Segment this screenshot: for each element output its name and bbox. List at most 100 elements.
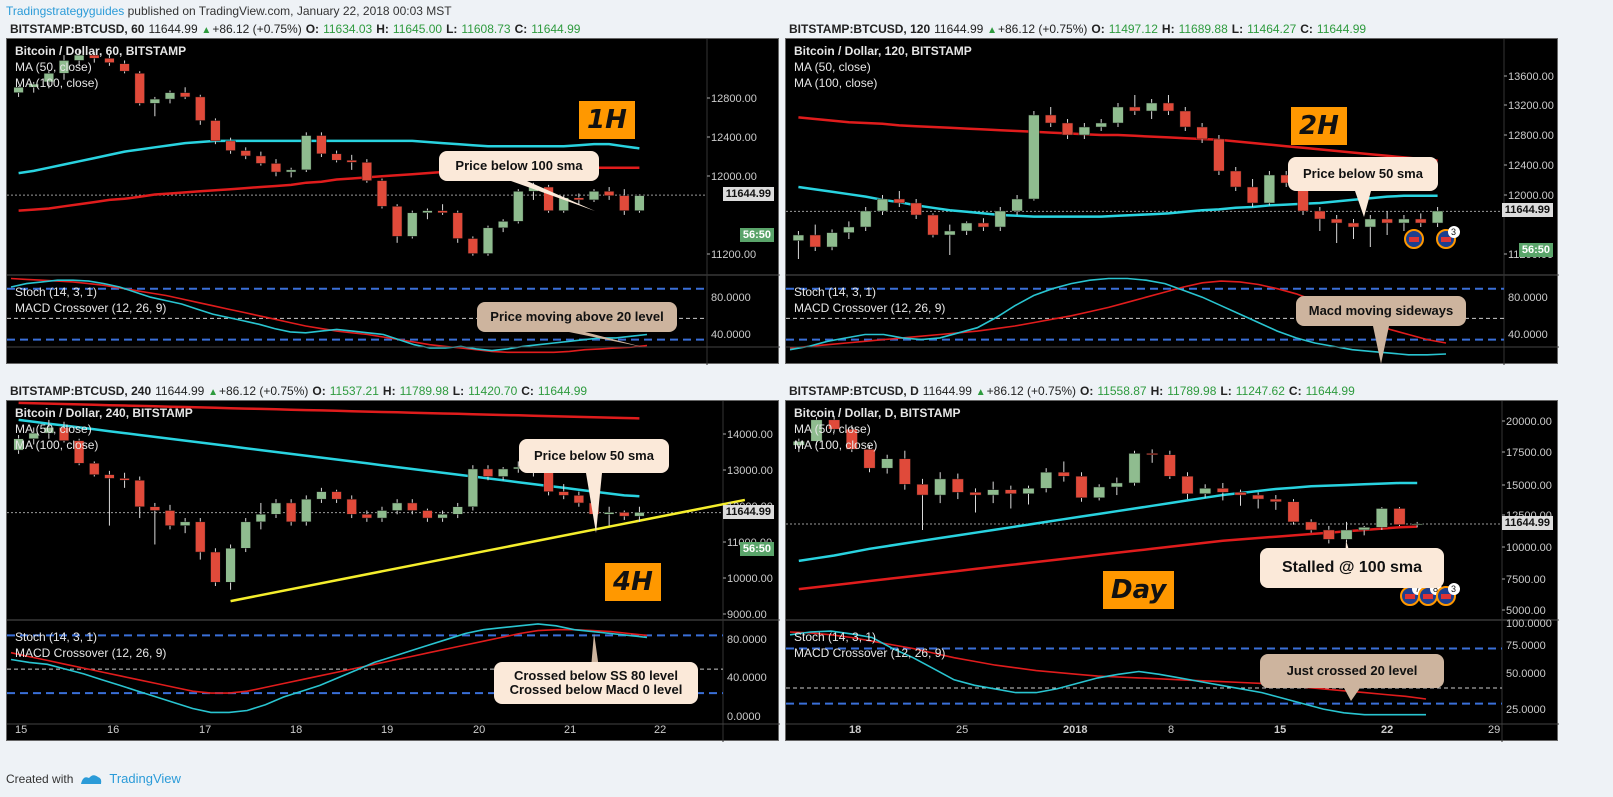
candle <box>13 434 24 454</box>
chart-legend: Bitcoin / Dollar, D, BITSTAMP MA (50, clo… <box>794 405 960 453</box>
candle <box>960 221 973 235</box>
oscillator-legend: Stoch (14, 3, 1) MACD Crossover (12, 26, … <box>794 284 945 316</box>
price-tick-label: 12000.00 <box>1508 190 1554 202</box>
price-tick-label: 15000.00 <box>1506 480 1552 492</box>
price-tick-label: 17500.00 <box>1506 447 1552 459</box>
chart-canvas[interactable]: 13600.00 13200.00 12800.00 12400.00 12000.00… <box>786 39 1559 365</box>
chart-canvas[interactable]: 12800.00 12400.00 12000.00 11200.00 80.0000 4… <box>7 39 780 365</box>
candle <box>876 195 889 215</box>
ma100-legend: MA (100, close) <box>794 76 878 90</box>
high-value: 11689.88 <box>1178 22 1228 36</box>
macd-legend: MACD Crossover (12, 26, 9) <box>794 646 946 660</box>
change-up-icon: ▲ <box>198 25 212 36</box>
candle <box>240 147 251 160</box>
event-flag-icon[interactable]: 3 <box>1436 583 1460 606</box>
candle <box>1314 207 1326 231</box>
candle <box>1246 179 1259 207</box>
chart-legend: Bitcoin / Dollar, 60, BITSTAMP MA (50, cl… <box>15 43 186 91</box>
chart-area[interactable]: 20000.0017500.0015000.0012500.0010000.00… <box>785 400 1559 742</box>
candle <box>1196 123 1208 143</box>
high-value: 11789.98 <box>1167 384 1217 398</box>
candle <box>361 159 372 183</box>
callout-pointer <box>1355 191 1371 217</box>
ma100-legend: MA (100, close) <box>15 76 99 90</box>
candle <box>134 476 145 519</box>
candle <box>89 461 100 477</box>
candle <box>452 210 463 243</box>
candle <box>1146 449 1159 463</box>
chart-panel-4h: BITSTAMP:BTCUSD, 240 11644.99 ▲+86.12 (+0… <box>6 382 780 742</box>
callout-line: Crossed below SS 80 level <box>513 668 679 683</box>
candle <box>513 189 524 224</box>
chart-legend: Bitcoin / Dollar, 120, BITSTAMP MA (50, c… <box>794 43 972 91</box>
candle <box>1358 525 1371 536</box>
event-flag-icon[interactable]: 3 <box>1436 226 1460 249</box>
candle <box>58 55 70 80</box>
low-label: L: <box>1220 384 1232 398</box>
symbol-header: BITSTAMP:BTCUSD, D 11644.99 ▲+86.12 (+0.7… <box>785 382 1355 400</box>
price-tick-label: 13000.00 <box>727 465 773 477</box>
candle <box>1093 484 1106 501</box>
time-tick-label: 15 <box>15 724 27 736</box>
change-up-icon: ▲ <box>972 387 986 398</box>
candle <box>74 49 85 66</box>
price-tick-label: 9000.00 <box>727 609 767 621</box>
callout-pointer <box>1373 326 1389 364</box>
candle <box>1181 472 1194 500</box>
candle <box>843 221 855 239</box>
candle <box>134 71 145 106</box>
oscillator-tick-label: 80.0000 <box>711 292 751 304</box>
change: +86.12 (+0.75%) <box>212 22 302 36</box>
candle <box>225 544 236 590</box>
high-label: H: <box>1150 384 1164 398</box>
candle <box>558 484 569 500</box>
symbol: BITSTAMP:BTCUSD, 120 <box>789 22 931 36</box>
chart-canvas[interactable]: 20000.0017500.0015000.0012500.0010000.00… <box>786 401 1559 742</box>
tradingview-link[interactable]: TradingView <box>109 771 181 786</box>
chart-area[interactable]: 12800.00 12400.00 12000.00 11200.00 80.0000 4… <box>6 38 780 365</box>
candle <box>634 506 645 522</box>
chart-area[interactable]: 14000.0013000.0012000.0011000.0010000.00… <box>6 400 780 742</box>
candle <box>301 495 312 526</box>
candle <box>944 224 956 255</box>
author-link[interactable]: Tradingstrategyguides <box>6 4 125 18</box>
event-count: 8 <box>1433 584 1438 594</box>
candle <box>1230 167 1242 191</box>
candle <box>301 132 312 173</box>
candle <box>255 151 266 166</box>
time-tick-label: 29 <box>1488 724 1500 736</box>
candle <box>634 194 645 213</box>
close-label: C: <box>521 384 534 398</box>
candle <box>1375 507 1388 530</box>
low-label: L: <box>452 384 465 398</box>
callout-pointer <box>511 181 595 211</box>
high-value: 11645.00 <box>392 22 443 36</box>
symbol-header: BITSTAMP:BTCUSD, 60 11644.99 ▲+86.12 (+0.… <box>6 20 580 38</box>
candle <box>180 87 191 100</box>
close-value: 11644.99 <box>1316 22 1367 36</box>
candle <box>43 71 54 89</box>
high-value: 11789.98 <box>399 384 449 398</box>
chart-area[interactable]: 13600.00 13200.00 12800.00 12400.00 12000.00… <box>785 38 1559 365</box>
event-flag-icon[interactable] <box>1404 229 1424 249</box>
annotation-callout: Just crossed 20 level <box>1260 654 1444 688</box>
oscillator-tick-label: 40.0000 <box>727 672 767 684</box>
chart-title: Bitcoin / Dollar, 60, BITSTAMP <box>15 44 187 58</box>
annotation-callout: Price below 100 sma <box>439 151 599 181</box>
candle <box>1061 119 1074 139</box>
chart-panel-2h: BITSTAMP:BTCUSD, 120 11644.99 ▲+86.12 (+0… <box>785 20 1559 365</box>
candle <box>604 506 615 526</box>
chart-title: Bitcoin / Dollar, 240, BITSTAMP <box>15 406 193 420</box>
time-tick-label: 15 <box>1274 724 1286 736</box>
chart-panel-day: BITSTAMP:BTCUSD, D 11644.99 ▲+86.12 (+0.7… <box>785 382 1559 742</box>
candle <box>104 54 115 66</box>
countdown-label: 56:50 <box>1518 243 1553 257</box>
candle <box>826 229 838 251</box>
close-value: 11644.99 <box>1305 384 1355 398</box>
candle <box>498 219 509 233</box>
candle <box>407 210 418 239</box>
open-value: 11537.21 <box>329 384 379 398</box>
price-tick-label: 10000.00 <box>727 573 773 585</box>
candle <box>164 504 176 530</box>
candle <box>1216 482 1229 501</box>
